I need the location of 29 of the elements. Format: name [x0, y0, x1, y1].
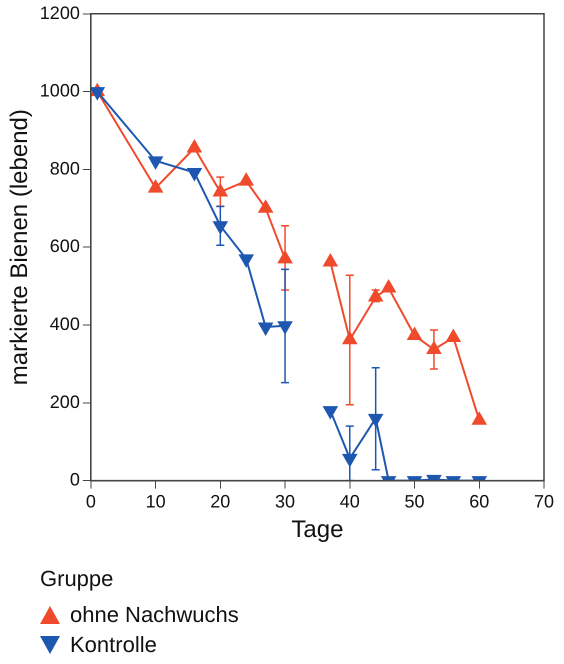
legend-label: Kontrolle: [70, 632, 157, 658]
x-tick-label: 0: [86, 491, 96, 512]
y-tick-label: 800: [50, 158, 80, 178]
point: [258, 200, 273, 213]
x-tick-label: 70: [534, 491, 554, 512]
x-tick-label: 50: [404, 491, 425, 512]
y-tick-label: 600: [50, 236, 80, 256]
y-tick-label: 0: [70, 470, 80, 490]
point: [323, 254, 338, 266]
y-tick-label: 1000: [40, 80, 80, 101]
point: [446, 329, 460, 342]
x-tick-label: 40: [340, 491, 360, 512]
x-axis-title: Tage: [291, 516, 344, 544]
point: [187, 140, 202, 153]
x-tick-label: 20: [210, 491, 230, 512]
x-tick-label: 60: [469, 491, 490, 512]
y-tick-label: 200: [50, 392, 80, 412]
y-tick-label: 1200: [40, 2, 80, 23]
x-tick-label: 10: [146, 491, 166, 512]
legend-label: ohne Nachwuchs: [70, 602, 239, 628]
point: [382, 280, 396, 293]
point: [239, 173, 254, 186]
y-tick-label: 400: [50, 314, 80, 334]
legend-title: Gruppe: [40, 566, 114, 592]
x-tick-label: 30: [275, 491, 296, 512]
point: [148, 180, 163, 193]
y-axis-title: markierte Bienen (lebend): [6, 109, 34, 386]
point: [407, 328, 422, 340]
point: [472, 412, 486, 425]
